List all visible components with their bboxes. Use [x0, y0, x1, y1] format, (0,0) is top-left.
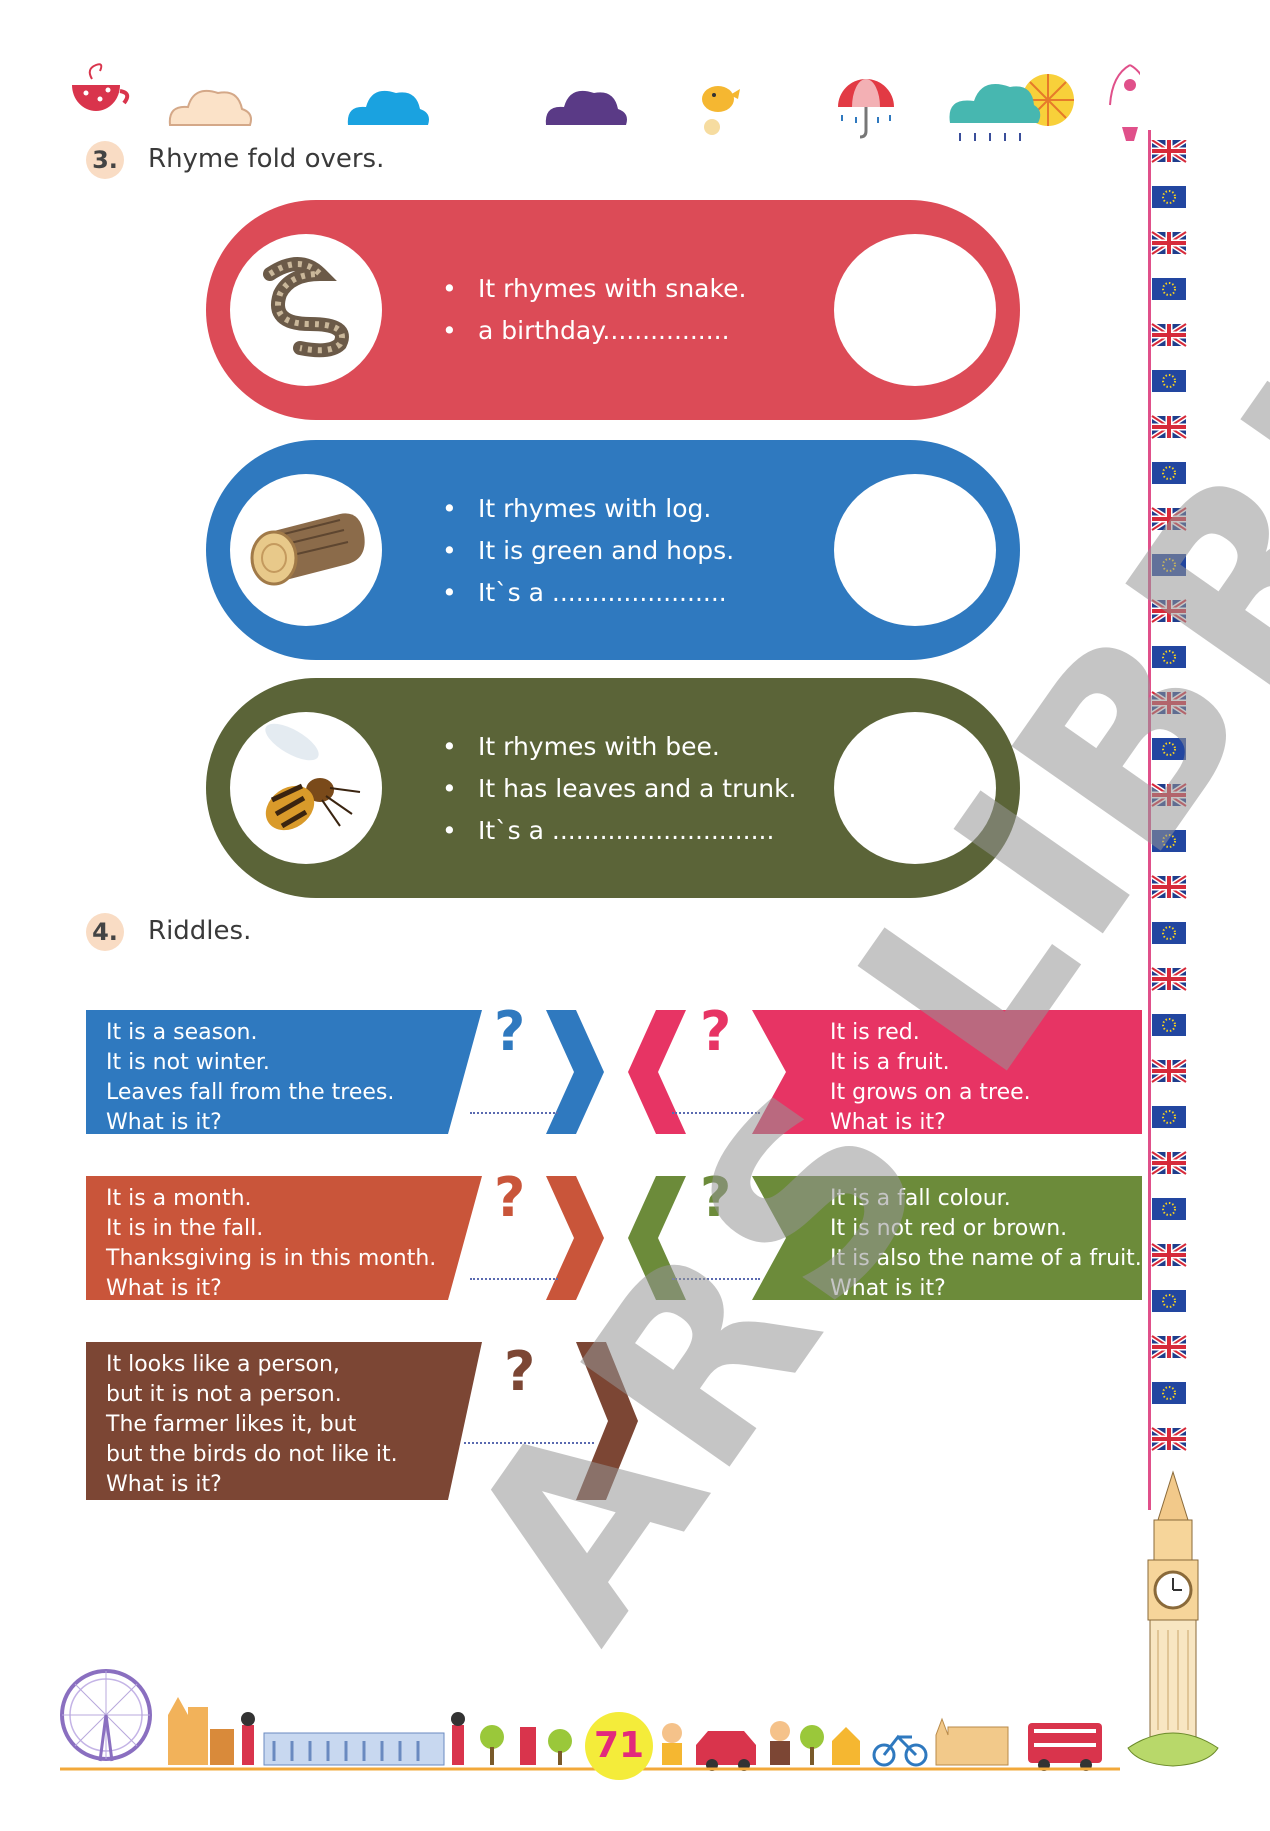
log-image	[230, 474, 382, 626]
clue-list: • It rhymes with log. • It is green and ho…	[442, 494, 735, 607]
uk-flag-icon	[1152, 232, 1186, 254]
uk-flag-icon	[1152, 968, 1186, 990]
clue-text: It`s a ............................	[478, 816, 775, 845]
section-number: 3.	[86, 141, 124, 179]
uk-flag-icon	[1152, 508, 1186, 530]
flag-column	[1150, 140, 1190, 1480]
clue-text: It rhymes with bee.	[478, 732, 720, 761]
section-number: 4.	[86, 913, 124, 951]
clue-text: It`s a ......................	[478, 578, 727, 607]
chevron-right-icon	[546, 1176, 604, 1300]
riddle-banner-shape	[752, 1010, 1142, 1134]
answer-line[interactable]	[672, 1110, 760, 1114]
eu-flag-icon	[1151, 921, 1187, 945]
question-mark-icon: ?	[700, 1166, 732, 1229]
bus-icon	[1028, 1723, 1102, 1771]
eu-flag-icon	[1151, 737, 1187, 761]
cloud-icon	[545, 90, 627, 125]
riddle-banner-shape	[86, 1342, 482, 1500]
eu-flag-icon	[1151, 1013, 1187, 1037]
section-title: Riddles.	[148, 916, 252, 946]
answer-line[interactable]	[470, 1110, 558, 1114]
eu-flag-icon	[1151, 277, 1187, 301]
eu-flag-icon	[1151, 1381, 1187, 1405]
flag-pole	[1148, 130, 1151, 1510]
uk-flag-icon	[1152, 416, 1186, 438]
answer-line[interactable]	[470, 1276, 558, 1280]
chevron-right-icon	[576, 1342, 638, 1500]
eu-flag-icon	[1151, 553, 1187, 577]
clue-text: It rhymes with log.	[478, 494, 712, 523]
umbrella-icon	[838, 79, 894, 139]
answer-line[interactable]	[672, 1276, 760, 1280]
uk-flag-icon	[1152, 1244, 1186, 1266]
uk-flag-icon	[1152, 140, 1186, 162]
uk-flag-icon	[1152, 692, 1186, 714]
bicycle-icon	[872, 1734, 928, 1767]
eu-flag-icon	[1151, 1105, 1187, 1129]
chevron-right-icon	[546, 1010, 604, 1134]
clue-text: a birthday................	[478, 316, 730, 345]
fold-over-card: • It rhymes with snake. • a birthday......…	[206, 200, 1020, 420]
chevron-left-icon	[628, 1010, 686, 1134]
clue-text: It rhymes with snake.	[478, 274, 747, 303]
chevron-left-icon	[628, 1176, 686, 1300]
london-skyline-icon	[60, 1669, 1120, 1771]
bee-image	[230, 712, 382, 864]
uk-flag-icon	[1152, 600, 1186, 622]
fold-answer-circle	[834, 712, 996, 864]
clue-list: • It rhymes with snake. • a birthday......…	[442, 274, 747, 345]
bird-icon	[702, 86, 740, 135]
eu-flag-icon	[1151, 645, 1187, 669]
person-icon	[662, 1723, 682, 1765]
fold-answer-circle	[834, 234, 996, 386]
taxi-icon	[696, 1731, 756, 1771]
fold-over-card: • It rhymes with bee. • It has leaves and …	[206, 678, 1020, 898]
eu-flag-icon	[1151, 369, 1187, 393]
uk-flag-icon	[1152, 1060, 1186, 1082]
big-ben-icon	[1127, 1470, 1219, 1767]
question-mark-icon: ?	[700, 1000, 732, 1063]
riddle-banner-shape	[86, 1010, 482, 1134]
top-decorations	[72, 63, 1140, 141]
riddle-shapes	[86, 1010, 1142, 1500]
riddle-banner-shape	[752, 1176, 1142, 1300]
answer-line[interactable]	[464, 1440, 594, 1444]
cloud-icon	[347, 90, 429, 125]
question-mark-icon: ?	[494, 1166, 526, 1229]
snake-image	[230, 234, 382, 386]
uk-flag-icon	[1152, 1336, 1186, 1358]
clue-list: • It rhymes with bee. • It has leaves and …	[442, 732, 797, 845]
person-icon	[770, 1721, 790, 1765]
riddle-banner-shape	[86, 1176, 482, 1300]
eu-flag-icon	[1151, 1289, 1187, 1313]
cloud-icon	[168, 89, 252, 126]
uk-flag-icon	[1152, 1428, 1186, 1450]
page-number: 71	[585, 1712, 653, 1780]
fold-answer-circle	[834, 474, 996, 626]
question-mark-icon: ?	[494, 1000, 526, 1063]
rain-cloud-sun-icon	[949, 74, 1074, 141]
eu-flag-icon	[1151, 461, 1187, 485]
london-eye-icon	[60, 1669, 152, 1762]
eu-flag-icon	[1151, 1197, 1187, 1221]
teacup-icon	[72, 63, 130, 111]
uk-flag-icon	[1152, 876, 1186, 898]
clue-text: It has leaves and a trunk.	[478, 774, 797, 803]
question-mark-icon: ?	[504, 1340, 536, 1403]
section-title: Rhyme fold overs.	[148, 144, 385, 174]
uk-flag-icon	[1152, 1152, 1186, 1174]
uk-flag-icon	[1152, 324, 1186, 346]
fountain-icon	[1109, 64, 1140, 141]
eu-flag-icon	[1151, 829, 1187, 853]
eu-flag-icon	[1151, 185, 1187, 209]
uk-flag-icon	[1152, 784, 1186, 806]
clue-text: It is green and hops.	[478, 536, 735, 565]
fold-over-card: • It rhymes with log. • It is green and ho…	[206, 440, 1020, 660]
